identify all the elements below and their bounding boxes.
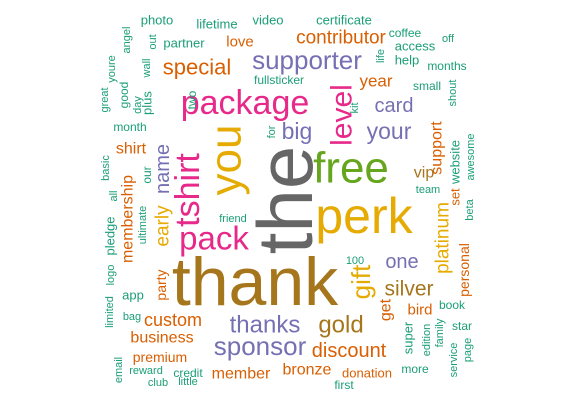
word-little: little <box>178 376 198 388</box>
word-donation: donation <box>342 366 392 381</box>
word-early: early <box>153 205 174 247</box>
word-page: page <box>462 338 474 362</box>
word-package: package <box>181 84 310 122</box>
word-partner: partner <box>163 36 205 51</box>
word-for: for <box>266 125 278 138</box>
word-great: great <box>99 87 111 112</box>
word-card: card <box>375 95 414 117</box>
word-year: year <box>359 72 392 91</box>
word-thanks: thanks <box>230 312 301 339</box>
word-coffee: coffee <box>389 26 422 40</box>
word-special: special <box>163 55 231 80</box>
word-bird: bird <box>407 302 432 319</box>
word-angel: angel <box>121 27 133 54</box>
word-your: your <box>367 118 412 144</box>
word-book: book <box>439 298 466 312</box>
word-business: business <box>130 330 193 347</box>
word-premium: premium <box>133 349 187 365</box>
word-100: 100 <box>346 255 364 267</box>
word-set: set <box>448 188 463 206</box>
word-custom: custom <box>144 310 202 330</box>
word-two: two <box>185 90 199 109</box>
word-website: website <box>448 140 463 185</box>
word-youre: youre <box>106 55 118 83</box>
word-silver: silver <box>384 278 433 301</box>
word-platinum: platinum <box>433 202 454 274</box>
word-month: month <box>113 120 146 134</box>
word-get: get <box>378 298 395 321</box>
word-tshirt: tshirt <box>169 153 207 227</box>
word-big: big <box>282 118 313 144</box>
word-sponsor: sponsor <box>214 331 307 361</box>
word-plus: plus <box>140 91 155 115</box>
word-pledge: pledge <box>103 216 118 255</box>
word-certificate: certificate <box>316 13 372 28</box>
word-thank: thank <box>172 244 339 320</box>
word-support: support <box>429 121 446 175</box>
word-friend: friend <box>219 213 247 225</box>
word-access: access <box>395 39 436 54</box>
word-off: off <box>442 33 455 45</box>
word-day: day <box>132 96 144 114</box>
word-bronze: bronze <box>283 362 332 379</box>
word-gift: gift <box>346 264 376 299</box>
word-awesome: awesome <box>465 133 477 180</box>
word-the: the <box>241 146 329 254</box>
word-supporter: supporter <box>252 45 362 75</box>
word-love: love <box>226 34 254 51</box>
word-logo: logo <box>105 265 117 286</box>
word-wall: wall <box>141 59 153 79</box>
word-club: club <box>148 377 168 389</box>
word-party: party <box>153 269 169 300</box>
word-personal: personal <box>456 243 472 297</box>
word-membership: membership <box>120 175 137 263</box>
word-team: team <box>416 184 440 196</box>
word-you: you <box>202 125 251 196</box>
word-member: member <box>212 366 271 383</box>
word-shout: shout <box>447 80 459 107</box>
word-level: level <box>326 84 359 146</box>
word-free: free <box>313 144 389 193</box>
word-help: help <box>395 53 420 68</box>
word-fullsticker: fullsticker <box>254 73 304 87</box>
word-first: first <box>334 378 354 392</box>
word-perk: perk <box>315 188 413 244</box>
word-ultimate: ultimate <box>137 206 149 245</box>
word-email: email <box>113 357 125 383</box>
word-app: app <box>122 288 144 303</box>
word-limited: limited <box>104 296 116 328</box>
word-gold: gold <box>318 312 363 339</box>
word-vip: vip <box>414 165 435 182</box>
word-months: months <box>427 59 466 73</box>
word-out: out <box>147 34 159 49</box>
word-pack: pack <box>179 220 249 257</box>
word-small: small <box>413 79 441 93</box>
word-video: video <box>252 13 283 28</box>
word-lifetime: lifetime <box>196 17 237 32</box>
word-all: all <box>108 190 120 201</box>
word-our: our <box>140 166 154 183</box>
word-contributor: contributor <box>296 28 386 49</box>
word-photo: photo <box>141 13 174 28</box>
word-more: more <box>401 362 429 376</box>
word-discount: discount <box>312 340 387 362</box>
word-one: one <box>385 251 418 273</box>
word-family: family <box>434 318 446 347</box>
word-life: life <box>375 49 387 63</box>
word-bag: bag <box>123 311 141 323</box>
word-beta: beta <box>464 198 476 220</box>
word-edition: edition <box>421 324 433 356</box>
word-credit: credit <box>173 366 203 380</box>
word-star: star <box>452 319 472 333</box>
word-reward: reward <box>129 365 163 377</box>
word-super: super <box>401 321 416 354</box>
word-name: name <box>152 144 174 194</box>
word-basic: basic <box>100 155 112 181</box>
word-service: service <box>448 343 460 378</box>
word-kit: kit <box>349 103 361 114</box>
word-shirt: shirt <box>116 141 147 158</box>
word-good: good <box>117 82 131 109</box>
